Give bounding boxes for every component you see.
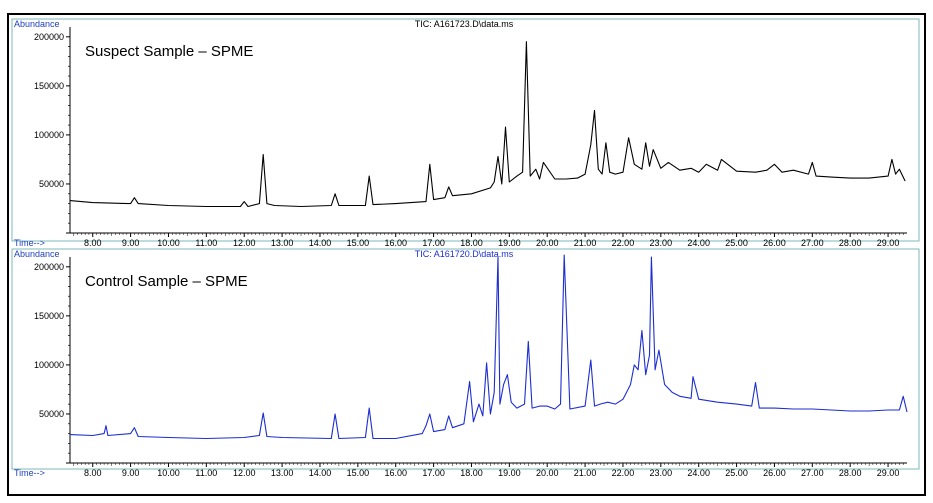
y-tick-label: 150000 [34, 81, 64, 91]
x-tick-label: 22.00 [612, 238, 635, 248]
x-tick-label: 16.00 [384, 468, 407, 478]
x-tick-label: 19.00 [498, 468, 521, 478]
x-tick-label: 13.00 [271, 238, 294, 248]
x-tick-label: 15.00 [347, 468, 370, 478]
panel-border [11, 248, 920, 470]
x-tick-label: 16.00 [384, 238, 407, 248]
y-tick-label: 150000 [34, 311, 64, 321]
x-tick-label: 11.00 [195, 468, 217, 478]
x-tick-label: 26.00 [763, 468, 786, 478]
x-tick-label: 19.00 [498, 238, 521, 248]
y-axis-label: Abundance [14, 249, 60, 259]
y-axis-label: Abundance [14, 19, 60, 29]
x-tick-label: 15.00 [347, 238, 370, 248]
x-tick-label: 9.00 [122, 468, 140, 478]
series-line-1 [69, 41, 906, 208]
x-tick-label: 23.00 [650, 468, 673, 478]
y-tick-label: 100000 [34, 360, 64, 370]
series-line-1 [69, 254, 908, 440]
x-tick-label: 14.00 [309, 238, 332, 248]
tic-label: TIC: A161720.D\data.ms [415, 249, 514, 259]
sample-title: Suspect Sample – SPME [85, 43, 253, 60]
x-tick-label: 17.00 [422, 468, 445, 478]
x-tick-label: 21.00 [574, 238, 597, 248]
chart-panel-2: Abundance Time--> TIC: A161720.D\data.ms Co… [11, 248, 920, 478]
x-tick-label: 27.00 [801, 238, 824, 248]
tic-label: TIC: A161723.D\data.ms [415, 19, 514, 29]
x-tick-label: 24.00 [687, 238, 710, 248]
x-tick-label: 11.00 [195, 238, 217, 248]
x-tick-label: 26.00 [763, 238, 786, 248]
y-tick-label: 200000 [34, 32, 64, 42]
x-tick-label: 10.00 [157, 468, 180, 478]
x-tick-label: 20.00 [536, 468, 559, 478]
x-tick-label: 25.00 [725, 468, 748, 478]
panel-border [11, 18, 920, 242]
x-tick-label: 23.00 [650, 238, 673, 248]
x-tick-label: 29.00 [877, 238, 900, 248]
x-tick-label: 29.00 [877, 468, 900, 478]
x-tick-label: 10.00 [157, 238, 180, 248]
x-tick-label: 14.00 [309, 468, 332, 478]
x-tick-label: 20.00 [536, 238, 559, 248]
x-tick-label: 28.00 [839, 468, 862, 478]
x-tick-label: 8.00 [84, 238, 102, 248]
y-tick-label: 50000 [39, 409, 64, 419]
x-tick-label: 25.00 [725, 238, 748, 248]
x-tick-label: 18.00 [460, 468, 483, 478]
x-tick-label: 28.00 [839, 238, 862, 248]
y-tick-label: 200000 [34, 262, 64, 272]
x-tick-label: 8.00 [84, 468, 102, 478]
chart-frame: Abundance Time--> TIC: A161723.D\data.ms Su… [7, 13, 926, 496]
x-tick-label: 22.00 [612, 468, 635, 478]
x-tick-label: 24.00 [687, 468, 710, 478]
x-tick-label: 12.00 [233, 238, 256, 248]
x-tick-label: 18.00 [460, 238, 483, 248]
y-tick-label: 100000 [34, 130, 64, 140]
sample-title: Control Sample – SPME [85, 273, 248, 290]
x-tick-label: 9.00 [122, 238, 140, 248]
x-tick-label: 17.00 [422, 238, 445, 248]
x-tick-label: 12.00 [233, 468, 256, 478]
y-tick-label: 50000 [39, 179, 64, 189]
x-axis-label: Time--> [14, 468, 45, 478]
x-tick-label: 13.00 [271, 468, 294, 478]
x-tick-label: 27.00 [801, 468, 824, 478]
x-axis-label: Time--> [14, 238, 45, 248]
x-tick-label: 21.00 [574, 468, 597, 478]
chart-panel-1: Abundance Time--> TIC: A161723.D\data.ms Su… [11, 18, 920, 248]
